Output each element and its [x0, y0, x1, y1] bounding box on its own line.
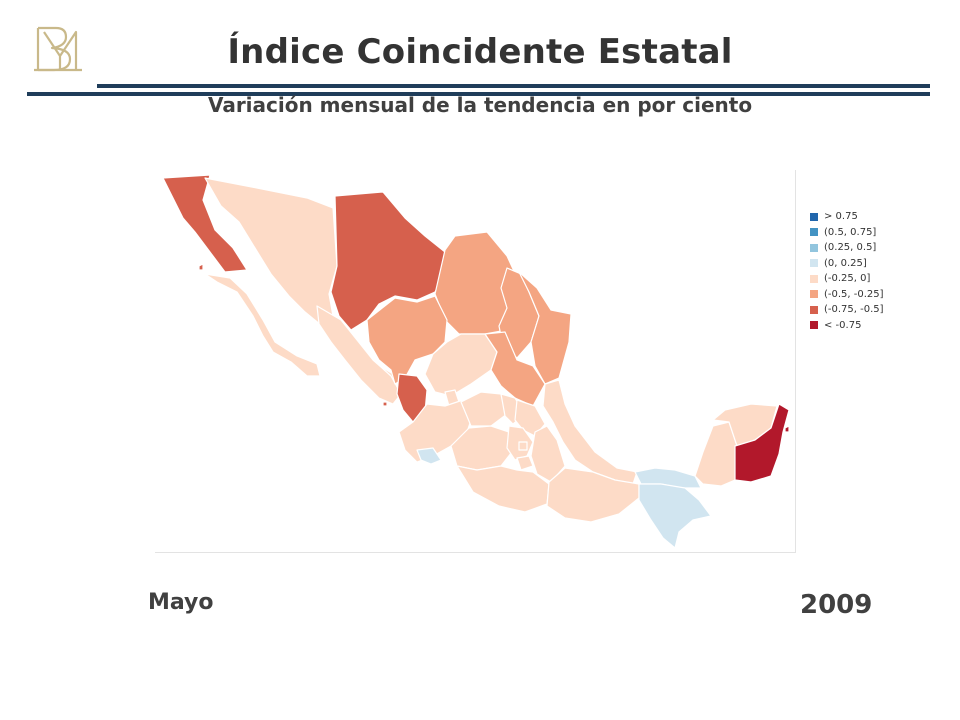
state-chiapas — [638, 483, 712, 549]
island-cozumel — [784, 425, 790, 433]
state-morelos — [516, 455, 534, 471]
legend-item: (0.25, 0.5] — [810, 240, 884, 256]
legend-label: (-0.5, -0.25] — [824, 288, 884, 300]
legend-item: (-0.5, -0.25] — [810, 287, 884, 303]
state-cdmx — [518, 441, 528, 451]
legend-swatch — [810, 243, 818, 252]
legend-label: (0.5, 0.75] — [824, 226, 877, 238]
legend-swatch — [810, 305, 818, 314]
state-quintana-roo — [734, 403, 790, 483]
state-durango — [366, 295, 448, 385]
legend-item: (0, 0.25] — [810, 256, 884, 272]
legend-swatch — [810, 212, 818, 221]
page-subtitle: Variación mensual de la tendencia en por… — [207, 93, 753, 117]
legend-swatch — [810, 321, 818, 330]
state-tamaulipas — [518, 271, 572, 385]
page-title: Índice Coincidente Estatal — [227, 32, 733, 72]
state-sinaloa — [316, 305, 402, 405]
legend-item: (0.5, 0.75] — [810, 225, 884, 241]
legend-item: (-0.25, 0] — [810, 271, 884, 287]
map-frame — [155, 170, 796, 553]
legend-label: (0, 0.25] — [824, 257, 867, 269]
bank-logo — [34, 26, 82, 72]
title-rule-top — [97, 84, 930, 88]
legend-label: (-0.75, -0.5] — [824, 304, 884, 316]
state-chihuahua — [330, 191, 446, 331]
island-cedros — [198, 263, 204, 271]
legend-label: > 0.75 — [824, 211, 858, 223]
mexico-state-map — [162, 174, 790, 549]
legend-item: < -0.75 — [810, 318, 884, 334]
legend-label: < -0.75 — [824, 319, 862, 331]
legend-swatch — [810, 259, 818, 268]
legend-swatch — [810, 274, 818, 283]
state-baja-california-sur — [204, 273, 321, 377]
legend-swatch — [810, 228, 818, 237]
period-month: Mayo — [148, 590, 214, 615]
state-campeche — [694, 421, 738, 487]
state-colima — [416, 447, 442, 465]
legend-item: (-0.75, -0.5] — [810, 302, 884, 318]
map-legend: > 0.75 (0.5, 0.75] (0.25, 0.5] (0, 0.25]… — [810, 209, 884, 333]
state-guerrero — [456, 465, 550, 513]
legend-label: (0.25, 0.5] — [824, 242, 877, 254]
period-year: 2009 — [800, 590, 873, 620]
title-rule-bottom — [27, 92, 930, 96]
legend-label: (-0.25, 0] — [824, 273, 871, 285]
legend-swatch — [810, 290, 818, 299]
legend-item: > 0.75 — [810, 209, 884, 225]
state-baja-california — [162, 174, 248, 273]
island-revillagigedo — [382, 401, 388, 407]
